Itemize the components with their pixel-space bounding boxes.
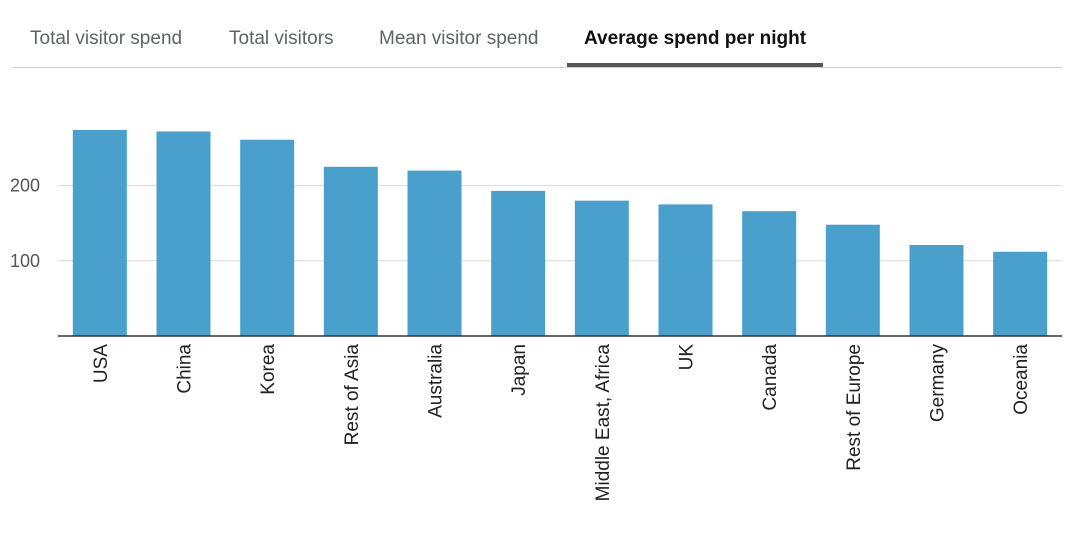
y-tick-label-100: 100 [10,251,40,271]
x-tick-label-germany: Germany [928,344,949,423]
x-tick-label-rest-of-europe: Rest of Europe [844,344,865,471]
x-tick-label-korea: Korea [258,344,279,395]
bar-uk [658,204,713,336]
tab-bar-divider [12,67,1062,68]
x-tick-label-uk: UK [677,344,698,371]
active-tab-indicator [567,63,823,68]
bar-middle-east-africa [574,200,629,336]
x-tick-label-oceania: Oceania [1011,344,1032,415]
x-tick-label-china: China [175,344,196,394]
bar-usa [72,129,127,336]
bar-australia [407,170,462,336]
bar-chart: 100 200 USA China Korea Rest of Asia Australia… [10,129,1062,502]
tab-total-visitors[interactable]: Total visitors [229,28,334,49]
x-tick-label-japan: Japan [509,344,530,396]
bar-rest-of-asia [323,166,378,336]
tab-mean-visitor-spend[interactable]: Mean visitor spend [379,28,539,49]
bar-rest-of-europe [825,224,880,336]
bar-japan [491,190,546,336]
y-tick-label-200: 200 [10,176,40,196]
x-tick-label-rest-of-asia: Rest of Asia [342,344,363,446]
bar-korea [240,139,295,336]
tab-average-spend-per-night[interactable]: Average spend per night [584,28,807,49]
bar-canada [742,211,797,336]
x-tick-label-middle-east-africa: Middle East, Africa [593,344,614,502]
x-tick-label-australia: Australia [426,344,447,418]
tab-bar: Total visitor spend Total visitors Mean … [0,0,1062,68]
x-tick-label-canada: Canada [760,344,781,411]
bar-china [156,131,211,336]
bar-oceania [993,251,1048,336]
bar-germany [909,245,964,336]
x-tick-label-usa: USA [91,344,112,383]
tab-total-visitor-spend[interactable]: Total visitor spend [30,28,183,49]
